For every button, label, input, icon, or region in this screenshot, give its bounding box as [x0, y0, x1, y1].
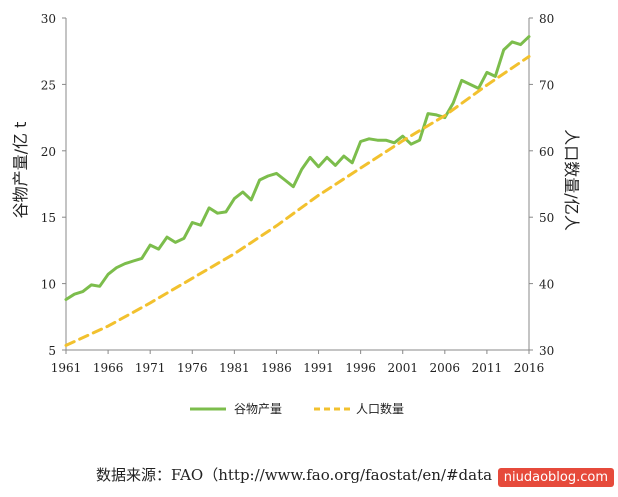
series-line-grain [64, 35, 531, 301]
left-axis-title: 谷物产量/亿 t [11, 122, 30, 219]
right-tick-label: 40 [539, 278, 554, 292]
legend-label-population: 人口数量 [356, 401, 404, 416]
watermark: niudaoblog.com [497, 468, 614, 487]
x-tick-label: 1991 [303, 361, 334, 375]
x-tick-label: 1966 [93, 361, 124, 375]
right-tick-label: 70 [539, 78, 554, 92]
legend: 谷物产量 人口数量 [190, 401, 404, 416]
left-tick-label: 20 [41, 145, 56, 159]
legend-label-grain: 谷物产量 [234, 402, 282, 416]
right-axis-title: 人口数量/亿人 [562, 129, 581, 230]
x-axis-ticks: 1961 1966 1971 1976 1981 1986 1991 1996 2001 2006… [51, 350, 545, 375]
right-axis-ticks: 30 40 50 60 70 80 [529, 12, 554, 358]
x-tick-label: 1996 [345, 361, 376, 375]
left-tick-label: 30 [41, 12, 56, 26]
series-layer [64, 35, 531, 347]
x-tick-label: 1961 [51, 361, 82, 375]
x-tick-label: 2016 [514, 361, 545, 375]
left-tick-label: 15 [41, 211, 56, 225]
plot-axes [65, 18, 530, 351]
right-tick-label: 60 [539, 145, 554, 159]
x-tick-label: 2001 [387, 361, 418, 375]
x-tick-label: 2006 [430, 361, 461, 375]
x-tick-label: 1986 [261, 361, 292, 375]
x-tick-label: 1976 [177, 361, 208, 375]
right-tick-label: 30 [539, 344, 554, 358]
x-tick-label: 2011 [472, 361, 503, 375]
left-axis-ticks: 5 10 15 20 25 30 [41, 12, 66, 358]
x-tick-label: 1981 [219, 361, 250, 375]
left-tick-label: 25 [41, 78, 56, 92]
series-line-population [64, 55, 531, 347]
right-tick-label: 50 [539, 211, 554, 225]
source-text: 数据来源：FAO（http://www.fao.org/faostat/en/#… [96, 466, 493, 484]
x-tick-label: 1971 [135, 361, 166, 375]
left-tick-label: 5 [48, 344, 56, 358]
left-tick-label: 10 [41, 278, 56, 292]
right-tick-label: 80 [539, 12, 554, 26]
